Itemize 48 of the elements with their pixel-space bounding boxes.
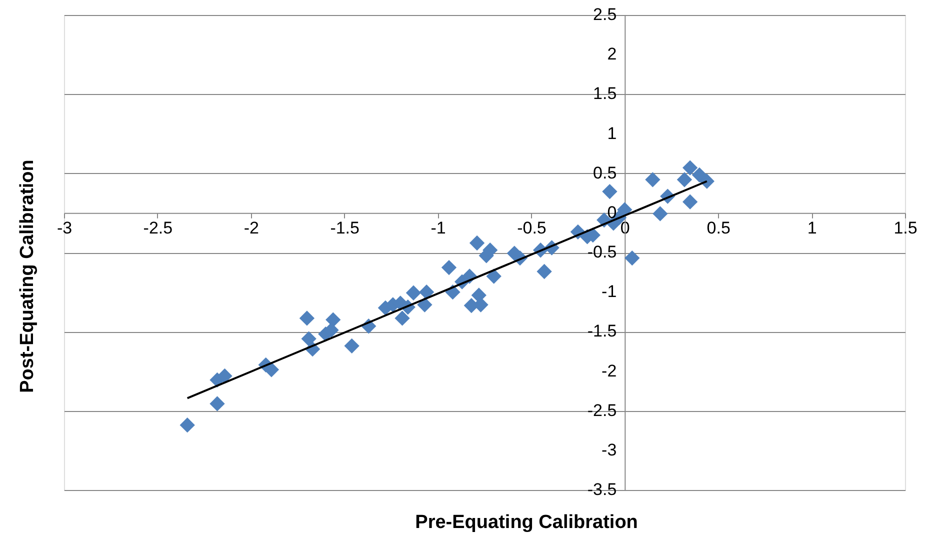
x-tick-label: -2 xyxy=(244,218,259,238)
point xyxy=(344,338,360,354)
point xyxy=(645,172,660,188)
point xyxy=(602,184,618,200)
point xyxy=(469,235,485,251)
y-tick-label: 0 xyxy=(607,202,617,222)
y-axis-title: Post-Equating Calibration xyxy=(17,160,38,393)
point xyxy=(617,202,632,218)
y-tick-label: -3.5 xyxy=(587,480,617,499)
point xyxy=(301,331,316,346)
point xyxy=(692,167,708,182)
point xyxy=(406,285,422,300)
y-tick-label: -0.5 xyxy=(587,242,617,262)
x-tick-label: -1 xyxy=(430,218,446,238)
point xyxy=(180,418,195,433)
point xyxy=(624,250,640,266)
y-tick-label: -2.5 xyxy=(587,400,617,420)
y-tick-label: -2 xyxy=(602,361,617,380)
point xyxy=(418,284,434,300)
x-axis-title: Pre-Equating Calibration xyxy=(415,512,638,533)
point xyxy=(486,268,502,284)
x-tick-label: 0 xyxy=(620,218,630,238)
point xyxy=(210,396,225,412)
y-tick-label: -3 xyxy=(602,440,617,460)
point xyxy=(441,260,457,276)
y-tick-label: 0.5 xyxy=(593,163,617,182)
y-tick-label: 1.5 xyxy=(593,84,617,104)
point xyxy=(652,206,668,222)
point xyxy=(682,194,698,210)
y-tick-label: -1.5 xyxy=(587,322,617,341)
x-tick-label: -1.5 xyxy=(330,218,360,238)
point xyxy=(217,368,232,384)
y-tick-label: 2 xyxy=(607,44,617,64)
x-tick-label: 1.5 xyxy=(894,218,918,238)
point xyxy=(536,264,552,280)
x-tick-label: -0.5 xyxy=(517,218,546,238)
point xyxy=(682,160,698,176)
x-tick-label: 0.5 xyxy=(706,218,730,238)
point xyxy=(394,310,410,326)
point xyxy=(417,297,432,312)
y-tick-label: -1 xyxy=(602,282,617,302)
y-tick-label: 2.5 xyxy=(593,5,617,24)
point xyxy=(299,310,315,326)
point xyxy=(676,172,692,188)
x-tick-label: 1 xyxy=(807,218,817,238)
y-tick-label: 1 xyxy=(607,124,617,143)
x-tick-label: -3 xyxy=(56,218,72,238)
x-tick-label: -2.5 xyxy=(143,218,173,238)
